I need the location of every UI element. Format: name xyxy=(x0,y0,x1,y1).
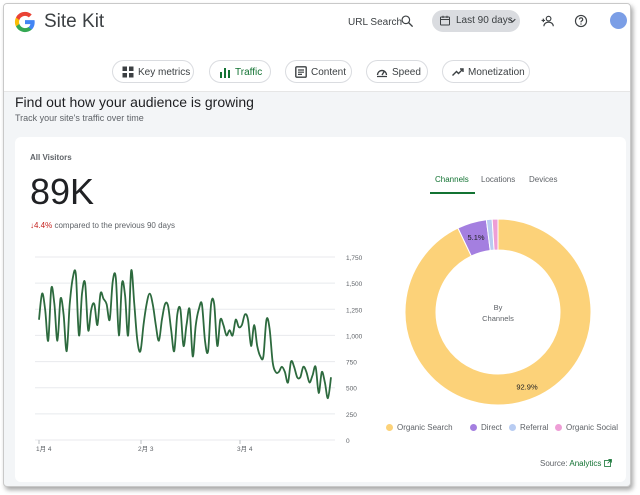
chip-speed[interactable]: Speed xyxy=(366,60,428,83)
chip-monetization[interactable]: Monetization xyxy=(442,60,530,83)
chip-content[interactable]: Content xyxy=(285,60,352,83)
add-user-icon[interactable] xyxy=(541,14,555,28)
visitors-line-chart: 0 250 500 750 1,000 1,250 1,500 1,750 1月 4 2月 3 3月… xyxy=(35,255,363,453)
down-arrow-icon: ↓ xyxy=(30,221,34,230)
y-tick-label: 1,250 xyxy=(346,307,363,314)
x-tick-label: 2月 3 xyxy=(138,445,154,453)
url-search-label[interactable]: URL Search xyxy=(348,17,403,28)
tab-devices[interactable]: Devices xyxy=(529,175,558,184)
x-tick-label: 3月 4 xyxy=(237,445,253,453)
series-line xyxy=(38,269,332,400)
google-logo-icon[interactable] xyxy=(14,11,36,33)
help-icon[interactable] xyxy=(574,14,588,28)
tab-channels[interactable]: Channels xyxy=(435,175,469,184)
page-title: Find out how your audience is growing xyxy=(15,94,254,110)
data-label: 5.1% xyxy=(467,233,484,242)
content-icon xyxy=(295,66,307,78)
speedometer-icon xyxy=(376,69,388,78)
source-line: Source: Analytics xyxy=(540,459,613,468)
chip-label: Speed xyxy=(392,67,421,78)
donut-slice xyxy=(404,218,592,406)
analytics-link[interactable]: Analytics xyxy=(569,459,602,468)
chip-label: Key metrics xyxy=(138,67,191,78)
page-subtitle: Track your site's traffic over time xyxy=(15,113,144,123)
chip-label: Content xyxy=(311,67,347,78)
y-tick-label: 1,000 xyxy=(346,333,363,340)
search-icon[interactable] xyxy=(400,14,414,28)
change-value: 4.4% xyxy=(34,221,53,230)
x-tick-label: 1月 4 xyxy=(36,445,52,453)
grid-icon xyxy=(122,66,134,78)
external-link-icon[interactable] xyxy=(604,459,613,467)
total-visitors: 89K xyxy=(30,171,95,212)
legend-direct[interactable]: Direct xyxy=(470,423,502,432)
channels-donut-chart: 92.9% 5.1% By Channels xyxy=(404,218,592,406)
tab-locations[interactable]: Locations xyxy=(481,175,516,184)
trending-up-icon xyxy=(452,68,464,76)
change-text: ↓4.4% compared to the previous 90 days xyxy=(30,221,175,230)
y-tick-label: 1,500 xyxy=(346,281,363,288)
app-window: Site Kit URL Search Last 90 days xyxy=(3,3,631,487)
legend-organic-search[interactable]: Organic Search xyxy=(386,423,453,432)
y-tick-label: 750 xyxy=(346,360,357,367)
date-range-button[interactable]: Last 90 days xyxy=(432,10,520,32)
legend-referral[interactable]: Referral xyxy=(509,423,548,432)
chevron-down-icon xyxy=(509,18,516,23)
donut-center-line2: Channels xyxy=(482,314,514,323)
chip-key-metrics[interactable]: Key metrics xyxy=(112,60,194,83)
app-name: Site Kit xyxy=(44,11,105,32)
chip-traffic[interactable]: Traffic xyxy=(209,60,271,83)
bar-chart-icon xyxy=(220,68,230,78)
y-tick-label: 1,750 xyxy=(346,255,363,262)
avatar[interactable] xyxy=(610,12,627,29)
traffic-card: All Visitors 89K ↓4.4% compared to the p… xyxy=(15,137,626,482)
active-tab-indicator xyxy=(430,192,475,194)
data-label: 92.9% xyxy=(516,383,538,392)
chip-label: Traffic xyxy=(235,67,263,78)
y-tick-label: 250 xyxy=(346,412,357,419)
date-range-label: Last 90 days xyxy=(456,15,513,26)
dashboard-nav: Key metrics Traffic Content Speed xyxy=(4,48,630,92)
source-label: Source: xyxy=(540,459,568,468)
chip-label: Monetization xyxy=(468,67,525,78)
card-title: All Visitors xyxy=(30,153,72,162)
calendar-icon xyxy=(440,15,450,26)
top-header: Site Kit URL Search Last 90 days xyxy=(4,4,630,48)
donut-center-line1: By xyxy=(494,303,503,312)
y-tick-label: 0 xyxy=(346,438,350,445)
change-description: compared to the previous 90 days xyxy=(54,221,175,230)
legend-organic-social[interactable]: Organic Social xyxy=(555,423,618,432)
y-tick-label: 500 xyxy=(346,386,357,393)
